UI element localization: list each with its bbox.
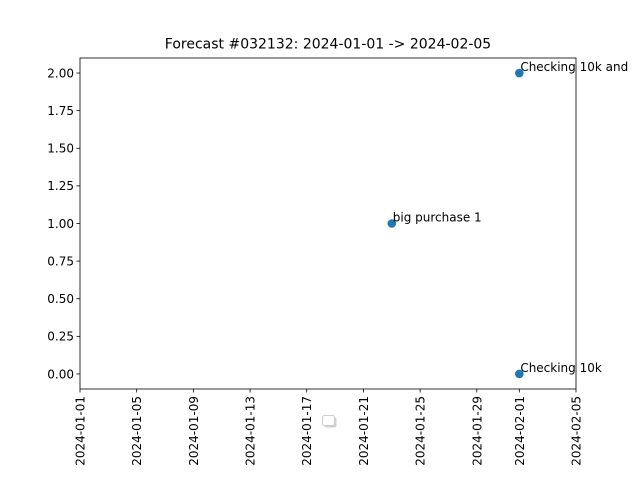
data-point — [387, 219, 397, 228]
y-tick-label: 0.75 — [47, 254, 74, 268]
data-point — [515, 68, 524, 78]
x-tick-label: 2024-01-25 — [414, 396, 428, 466]
y-tick-label: 2.00 — [47, 66, 74, 80]
y-tick-label: 1.75 — [47, 104, 74, 118]
point-annotation: Checking 10k and — [520, 60, 628, 74]
y-tick-label: 1.50 — [47, 142, 74, 156]
point-annotation: big purchase 1 — [393, 211, 482, 225]
x-tick-label: 2024-02-01 — [513, 396, 527, 466]
legend — [322, 415, 337, 428]
plot-area-frame — [79, 57, 577, 390]
x-tick-label: 2024-01-01 — [74, 396, 88, 466]
y-tick-label: 1.25 — [47, 179, 74, 193]
x-tick-label: 2024-01-21 — [357, 396, 371, 466]
y-tick-label: 1.00 — [47, 217, 74, 231]
chart-title: Forecast #032132: 2024-01-01 -> 2024-02-… — [165, 37, 491, 53]
legend-box — [322, 415, 335, 426]
x-tick-label: 2024-01-05 — [130, 396, 144, 466]
data-point — [515, 369, 524, 379]
x-tick-label: 2024-02-05 — [570, 396, 584, 466]
x-tick-label: 2024-01-09 — [187, 396, 201, 466]
x-tick-label: 2024-01-13 — [244, 396, 258, 466]
y-tick-label: 0.25 — [47, 330, 74, 344]
x-tick-label: 2024-01-29 — [470, 396, 484, 466]
y-tick-label: 0.00 — [47, 367, 74, 381]
y-tick-label: 0.50 — [47, 292, 74, 306]
x-tick-label: 2024-01-17 — [300, 396, 314, 466]
point-annotation: Checking 10k — [520, 361, 602, 375]
